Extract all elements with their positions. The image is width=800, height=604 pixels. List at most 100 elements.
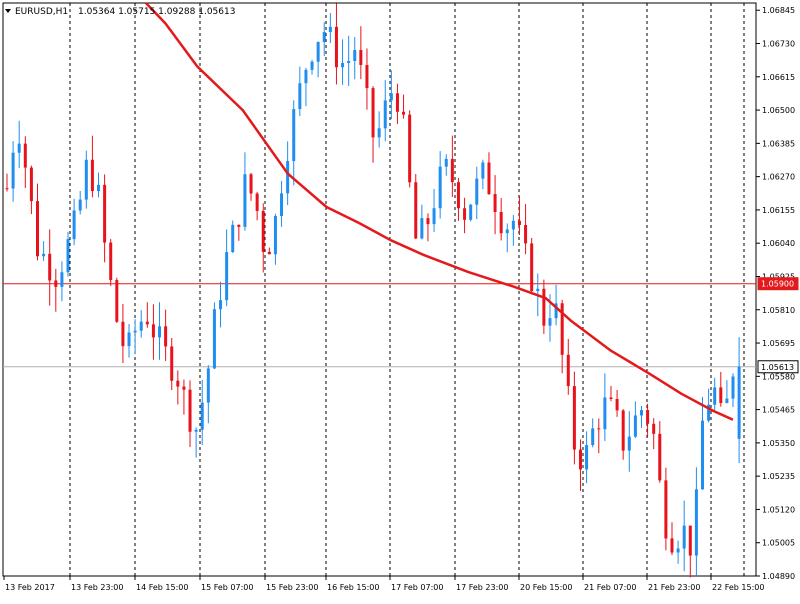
candle-body [109,242,113,281]
candle-body [609,397,613,399]
candle-body [194,429,198,432]
candle-body [639,410,643,416]
y-tick-label: 1.05695 [762,339,795,348]
chart-header[interactable]: EURUSD,H1 1.05364 1.05715 1.09288 1.0561… [5,7,235,17]
candle-body [438,166,442,209]
price-tag-label: 1.05900 [761,280,794,289]
candle-body [426,218,430,225]
candle-body [298,83,302,110]
candle-body [548,318,552,326]
candle-body [432,208,436,225]
candle-body [603,397,607,430]
y-tick-label: 1.05005 [762,539,795,548]
candle-body [121,321,125,347]
candle-body [176,380,180,387]
candle-body [60,272,64,287]
candle-body [524,224,528,244]
y-tick-label: 1.06270 [762,173,795,182]
candle-body [353,50,357,61]
candle-body [719,387,723,403]
symbol-label: EURUSD,H1 [15,7,68,17]
y-tick-label: 1.05120 [762,505,795,514]
candle-body [341,62,345,68]
x-tick-label: 21 Feb 23:00 [648,583,700,592]
candle-body [713,387,717,405]
candle-body [170,346,174,381]
candle-body [243,174,247,227]
candle-body [23,143,27,168]
y-tick-label: 1.06040 [762,239,795,248]
candle-body [280,193,284,217]
candle-body [66,239,70,273]
candle-body [133,330,137,333]
candle-body [231,224,235,253]
candle-body [206,368,210,403]
candle-body [377,128,381,138]
candle-body [560,303,564,355]
candle-body [737,366,741,439]
candle-body [487,162,491,195]
candle-body [536,288,540,292]
candle-body [322,32,326,43]
y-tick-label: 1.05465 [762,406,795,415]
price-tag [757,277,799,291]
candle-body [310,61,314,70]
x-tick-label: 13 Feb 2017 [5,583,55,592]
candle-body [219,300,223,310]
y-tick-label: 1.06615 [762,73,795,82]
candle-body [78,199,82,211]
candle-body [615,398,619,411]
candle-body [48,253,52,281]
x-tick-label: 13 Feb 23:00 [71,583,123,592]
candle-body [359,50,363,65]
price-levels [3,283,756,368]
ohlc-readout: 1.05364 1.05715 1.09288 1.05613 [78,7,235,17]
candle-body [164,326,168,347]
candle-body [591,428,595,446]
candle-body [145,321,149,325]
candle-body [225,252,229,301]
price-axis: 1.06845 1.06730 1.06615 1.06500 1.06385 1.062… [756,6,799,581]
candle-body [621,410,625,451]
y-tick-label: 1.06155 [762,206,795,215]
candle-body [627,436,631,451]
candle-body [408,114,412,183]
candle-body [267,251,271,255]
y-tick-label: 1.06385 [762,139,795,148]
candle-body [688,525,692,556]
candle-body [481,162,485,179]
candle-body [11,152,15,189]
candle-body [450,158,454,183]
candle-body [54,280,58,287]
candle-body [334,26,338,68]
candle-body [84,159,88,200]
candle-body [273,216,277,255]
candle-body [389,93,393,101]
x-tick-label: 17 Feb 23:00 [456,583,508,592]
x-tick-label: 15 Feb 23:00 [266,583,318,592]
candle-body [328,26,332,33]
x-tick-label: 14 Feb 15:00 [136,583,188,592]
candle-body [505,229,509,234]
triangle-down-icon[interactable] [5,9,11,13]
candle-body [670,538,674,553]
candle-body [29,167,33,202]
candle-body [633,415,637,437]
candle-body [212,309,216,369]
time-axis: 13 Feb 2017 13 Feb 23:00 14 Feb 15:00 15 Fe… [3,576,764,592]
candle-body [694,489,698,556]
candle-body [261,210,265,252]
y-tick-label: 1.05925 [762,272,795,281]
x-tick-label: 20 Feb 15:00 [520,583,572,592]
moving-average [144,2,734,421]
candle-body [554,303,558,319]
candle-body [444,158,448,167]
moving-average-line [144,2,734,421]
candle-body [72,210,76,240]
candle-body [578,449,582,470]
y-tick-label: 1.06845 [762,6,795,15]
candle-body [127,332,131,347]
candle-body [316,42,320,62]
candle-body [725,398,729,403]
